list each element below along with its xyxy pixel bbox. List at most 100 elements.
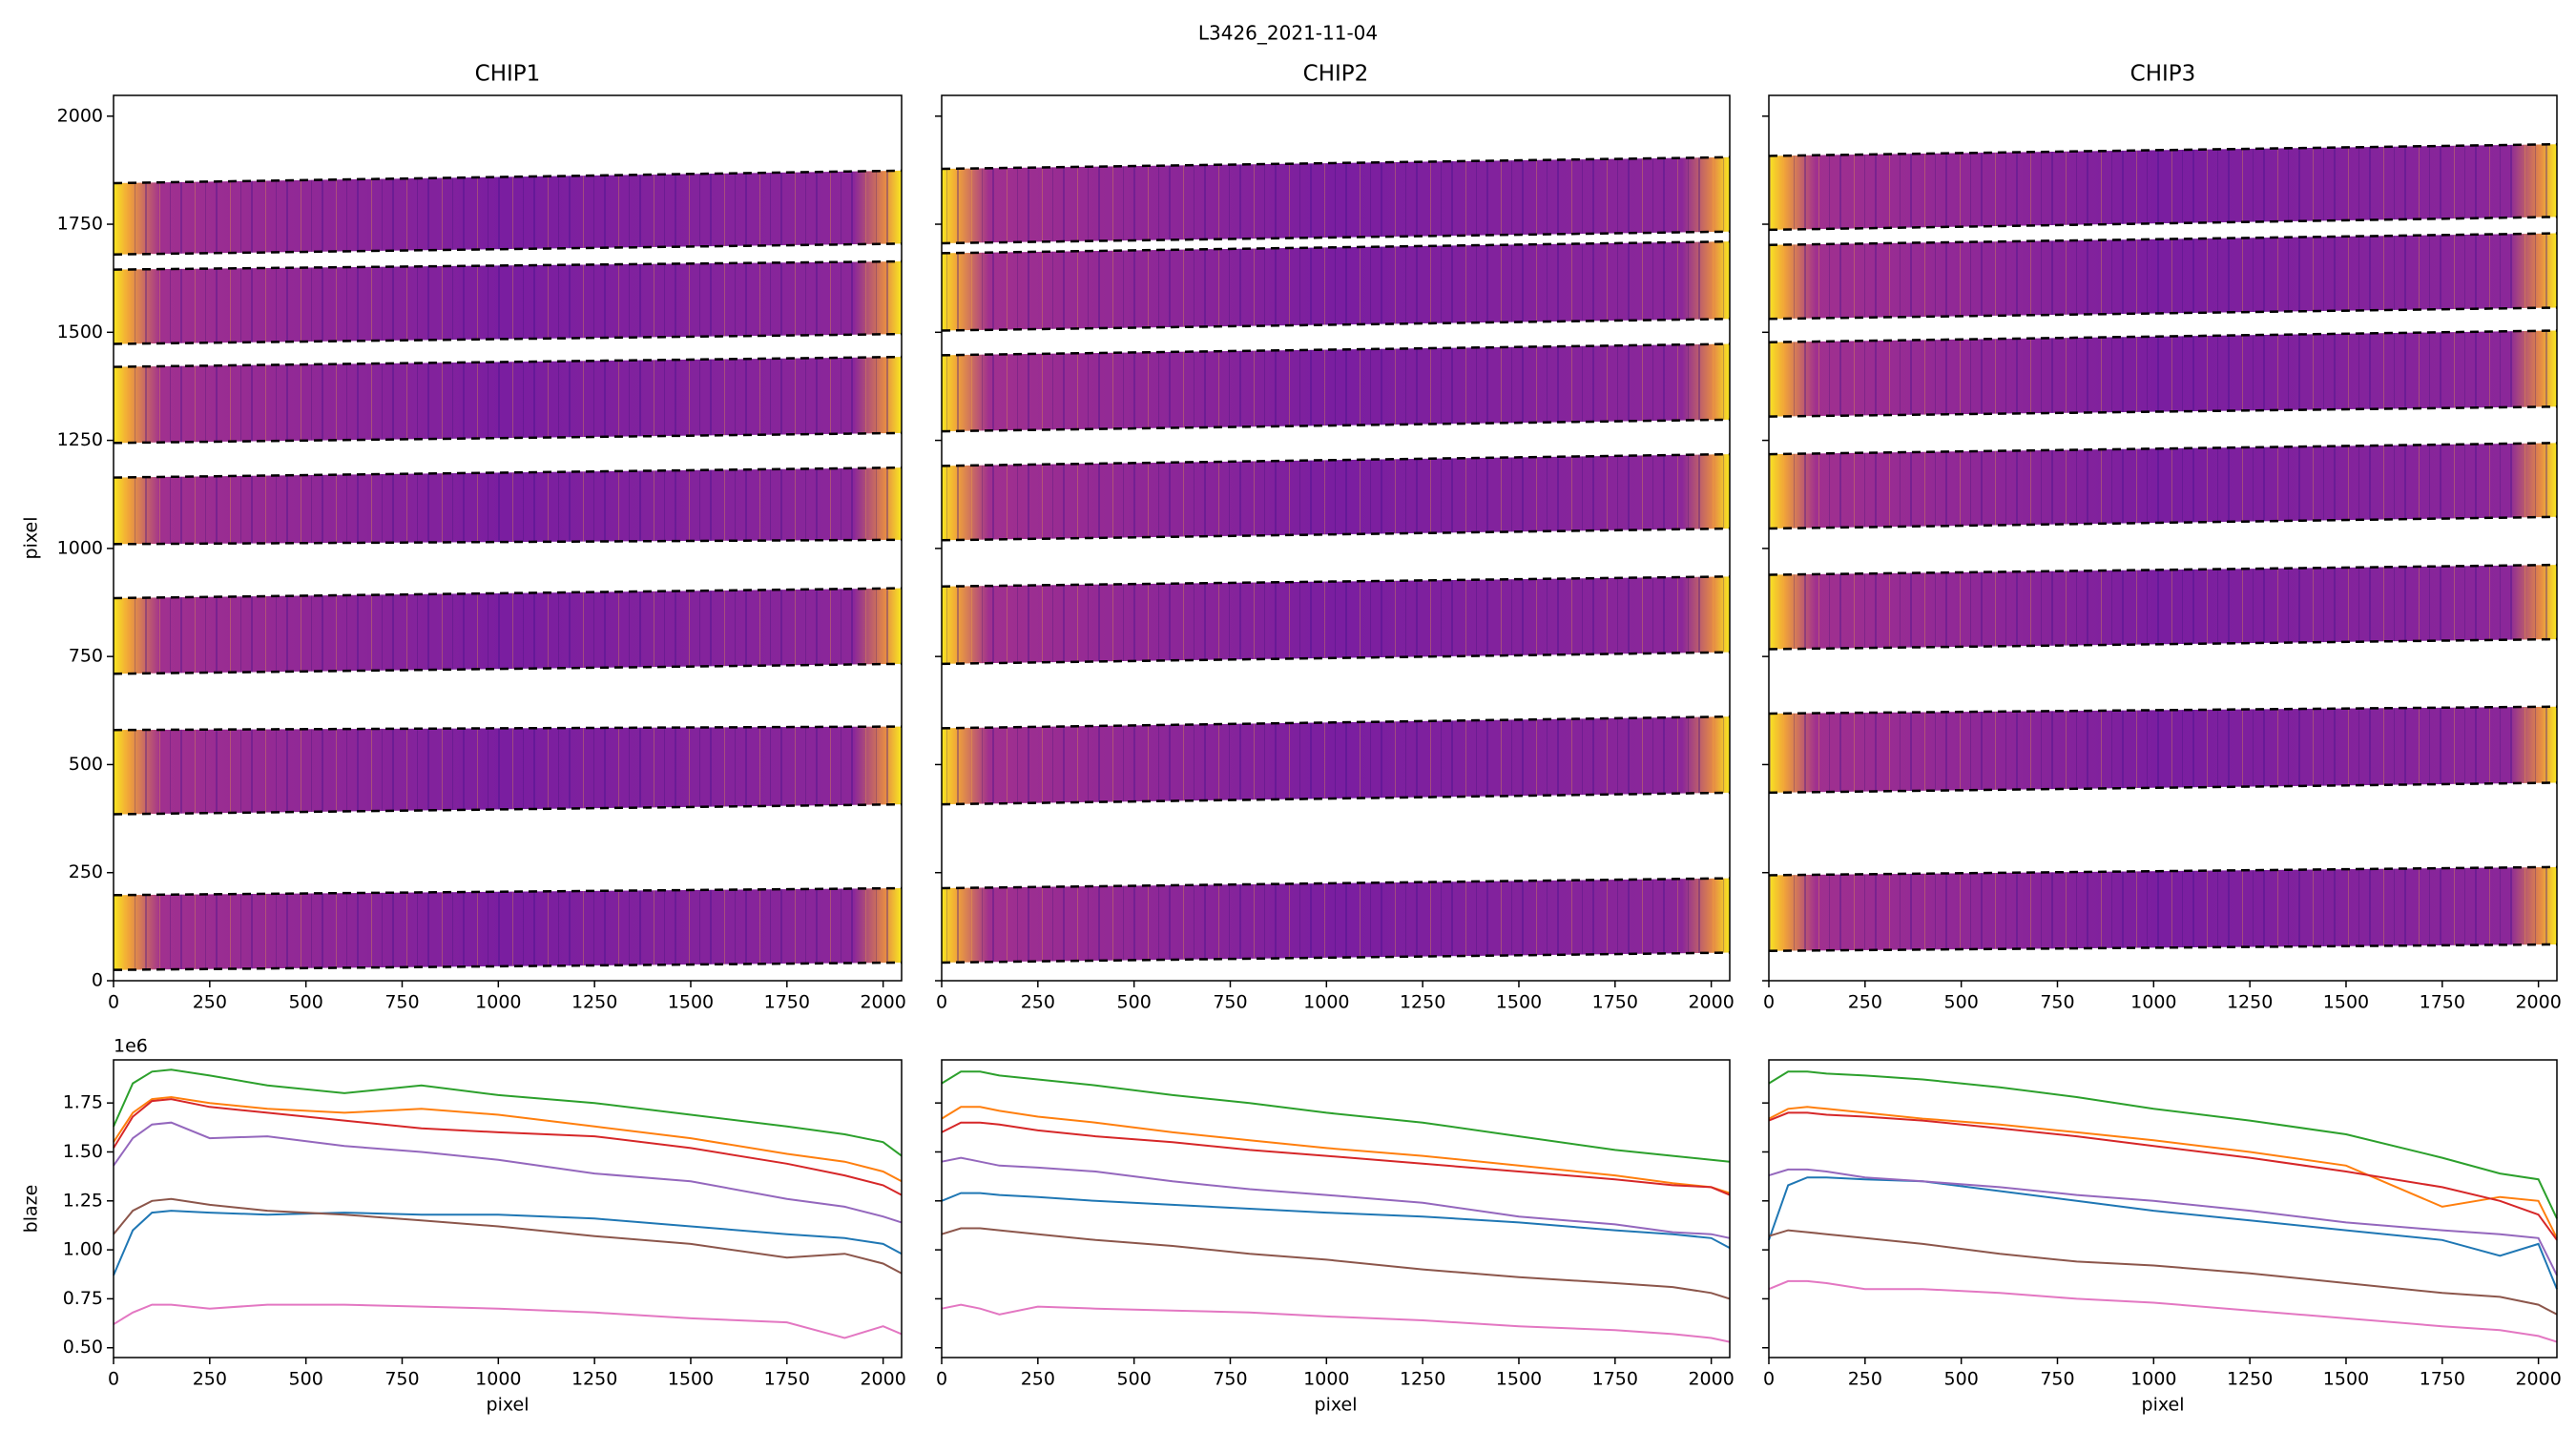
blaze-line <box>113 1197 903 1275</box>
blaze-line <box>113 1121 903 1224</box>
order-edge <box>113 242 902 256</box>
x-tick-label: 0 <box>1763 1369 1775 1390</box>
x-tick-label: 1000 <box>475 1369 521 1390</box>
order-edge <box>941 239 1730 255</box>
x-tick-label: 750 <box>1213 992 1247 1013</box>
x-tick-label: 2000 <box>860 1369 905 1390</box>
x-tick-label: 500 <box>289 1369 323 1390</box>
order-edge <box>113 169 902 185</box>
figure-title: L3426_2021-11-04 <box>1198 22 1378 45</box>
blaze-line <box>941 1121 1731 1196</box>
order-edge <box>941 342 1730 357</box>
order-band-texture <box>1769 565 2557 650</box>
order-band-texture <box>114 888 902 970</box>
blaze-line <box>113 1210 903 1276</box>
order-edge <box>1768 442 2557 456</box>
order-edge <box>1768 781 2557 795</box>
x-tick-label: 0 <box>108 992 119 1013</box>
x-tick-label: 1250 <box>1400 1369 1445 1390</box>
order-edge <box>113 431 902 445</box>
order-edge <box>113 961 902 971</box>
x-tick-label: 1500 <box>2323 1369 2369 1390</box>
order-band-texture <box>942 878 1730 963</box>
order-edge <box>1768 405 2557 418</box>
y-tick-label: 0.50 <box>63 1337 103 1358</box>
order-edge <box>113 538 902 546</box>
x-tick-label: 2000 <box>1688 992 1734 1013</box>
order-edge <box>113 802 902 816</box>
axes-frame <box>113 94 903 982</box>
y-axis-label: pixel <box>21 517 42 560</box>
order-band-texture <box>942 576 1730 664</box>
x-tick-label: 1500 <box>2323 992 2369 1013</box>
blaze-line <box>1768 1106 2558 1239</box>
y-tick-label: 1500 <box>57 321 103 342</box>
x-tick-label: 250 <box>1848 992 1882 1013</box>
x-tick-label: 500 <box>1944 992 1979 1013</box>
order-edge <box>113 725 902 732</box>
x-tick-label: 1750 <box>764 1369 810 1390</box>
order-edge <box>1768 705 2557 716</box>
x-tick-label: 250 <box>193 1369 227 1390</box>
order-band-texture <box>114 467 902 545</box>
y-tick-label: 500 <box>69 754 103 775</box>
x-tick-label: 1750 <box>764 992 810 1013</box>
blaze-line <box>1768 1279 2558 1343</box>
y-tick-label: 1.50 <box>63 1141 103 1162</box>
order-band-texture <box>1769 706 2557 793</box>
axes-frame <box>113 1059 903 1358</box>
panel-title: CHIP2 <box>1303 62 1369 87</box>
order-edge <box>941 452 1730 467</box>
order-band-texture <box>114 261 902 344</box>
x-tick-label: 0 <box>936 992 947 1013</box>
x-tick-label: 1750 <box>2420 1369 2465 1390</box>
x-tick-label: 1000 <box>1303 992 1349 1013</box>
y-tick-label: 1750 <box>57 214 103 235</box>
order-edge <box>941 418 1730 433</box>
order-edge <box>113 259 902 271</box>
order-band-texture <box>114 726 902 815</box>
x-tick-label: 750 <box>2040 992 2074 1013</box>
order-edge <box>941 575 1730 588</box>
order-edge <box>1768 637 2557 651</box>
order-edge <box>113 662 902 675</box>
x-tick-label: 250 <box>1021 992 1055 1013</box>
order-edge <box>1768 232 2557 247</box>
axes-frame <box>941 1059 1731 1358</box>
order-edge <box>113 587 902 600</box>
x-tick-label: 1250 <box>571 992 617 1013</box>
x-tick-label: 2000 <box>860 992 905 1013</box>
x-tick-label: 1250 <box>2227 1369 2273 1390</box>
blaze-line <box>1768 1111 2558 1241</box>
blaze-line <box>113 1095 903 1183</box>
x-tick-label: 250 <box>1021 1369 1055 1390</box>
y-tick-label: 250 <box>69 861 103 882</box>
x-tick-label: 1250 <box>1400 992 1445 1013</box>
x-axis-label: pixel <box>487 1395 530 1416</box>
blaze-line <box>941 1227 1731 1300</box>
order-band-texture <box>942 716 1730 805</box>
x-tick-label: 1750 <box>2420 992 2465 1013</box>
blaze-line <box>1768 1070 2558 1219</box>
x-tick-label: 1000 <box>2130 1369 2176 1390</box>
order-edge <box>113 886 902 897</box>
axes-frame <box>1768 1059 2558 1358</box>
blaze-line <box>941 1106 1731 1194</box>
x-tick-label: 750 <box>384 992 419 1013</box>
order-band-texture <box>114 170 902 255</box>
order-band-texture <box>1769 443 2557 529</box>
order-edge <box>1768 329 2557 343</box>
x-tick-label: 1000 <box>475 992 521 1013</box>
order-edge <box>1768 142 2557 157</box>
x-tick-label: 1500 <box>668 1369 714 1390</box>
order-edge <box>941 651 1730 666</box>
axes-frame <box>1768 94 2558 982</box>
order-edge <box>941 715 1730 730</box>
blaze-line <box>1768 1176 2558 1290</box>
panel-title: CHIP3 <box>2130 62 2196 87</box>
order-band-texture <box>942 241 1730 331</box>
order-band-texture <box>114 588 902 674</box>
blaze-line <box>113 1098 903 1196</box>
blaze-line <box>1768 1168 2558 1276</box>
